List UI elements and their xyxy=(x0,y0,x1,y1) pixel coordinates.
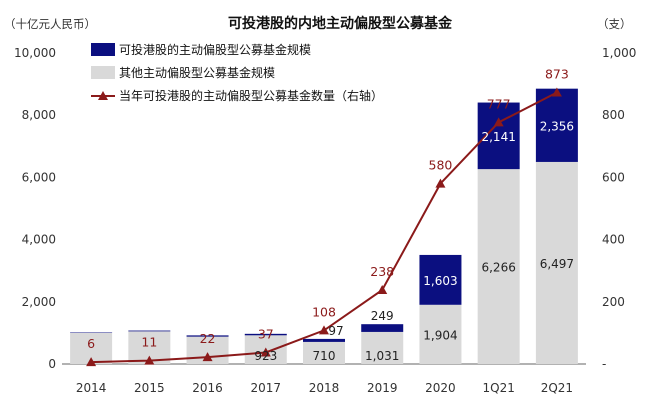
label-count: 238 xyxy=(370,264,394,279)
bar-hk-fund xyxy=(361,324,404,332)
bar-hk-fund xyxy=(244,333,287,336)
bar-hk-fund xyxy=(128,330,171,332)
label-other-fund: 6,266 xyxy=(481,261,515,275)
count-marker xyxy=(435,178,446,188)
count-marker xyxy=(86,357,97,367)
count-line xyxy=(86,87,562,367)
right-tick-label: 600 xyxy=(602,170,625,184)
legend-label-hk-fund: 可投港股的主动偏股型公募基金规模 xyxy=(119,42,311,57)
right-tick-label: - xyxy=(602,357,606,371)
left-tick-label: 10,000 xyxy=(14,46,56,60)
label-hk-fund: 2,141 xyxy=(481,130,515,144)
label-hk-fund: 97 xyxy=(328,324,343,338)
legend-label-count: 当年可投港股的主动偏股型公募基金数量（右轴） xyxy=(119,88,383,103)
bars xyxy=(70,88,578,364)
left-axis-unit: （十亿元人民币） xyxy=(4,17,96,31)
legend-label-other-fund: 其他主动偏股型公募基金规模 xyxy=(119,65,275,80)
bar-hk-fund xyxy=(535,88,578,162)
bar-other-fund xyxy=(477,169,520,364)
axes: 0 2,000 4,000 6,000 8,000 10,000 - 200 400 600 800… xyxy=(14,46,636,395)
label-hk-fund: 1,603 xyxy=(423,274,457,288)
count-marker xyxy=(493,117,504,127)
right-tick-label: 1,000 xyxy=(602,46,636,60)
bar-hk-fund xyxy=(303,338,345,342)
count-marker xyxy=(319,325,329,335)
legend: 可投港股的主动偏股型公募基金规模 其他主动偏股型公募基金规模 当年可投港股的主动… xyxy=(91,42,383,103)
label-count: 777 xyxy=(487,96,511,111)
label-count: 6 xyxy=(87,336,95,351)
left-tick-label: 8,000 xyxy=(22,108,56,122)
count-marker xyxy=(377,284,388,294)
label-count: 37 xyxy=(258,326,274,341)
bar-hk-fund xyxy=(419,254,462,305)
bar-other-fund xyxy=(303,341,345,364)
bar-hk-fund xyxy=(186,335,229,337)
x-tick-label: 2016 xyxy=(192,381,223,395)
count-marker xyxy=(551,87,562,97)
left-tick-label: 0 xyxy=(48,357,56,371)
right-tick-label: 200 xyxy=(602,295,625,309)
x-tick-label: 2017 xyxy=(251,381,282,395)
label-count: 108 xyxy=(312,304,336,319)
right-tick-label: 400 xyxy=(602,233,625,247)
x-tick-label: 2Q21 xyxy=(541,381,573,395)
left-tick-label: 4,000 xyxy=(22,233,56,247)
count-marker xyxy=(144,355,155,365)
label-count: 22 xyxy=(200,331,216,346)
label-hk-fund: 249 xyxy=(371,309,394,323)
right-tick-label: 800 xyxy=(602,108,625,122)
legend-swatch-hk-fund xyxy=(91,43,115,56)
bar-other-fund xyxy=(361,331,404,364)
label-other-fund: 1,031 xyxy=(365,349,399,363)
x-tick-label: 1Q21 xyxy=(482,381,514,395)
label-count: 11 xyxy=(141,335,157,350)
chart-title: 可投港股的内地主动偏股型公募基金 xyxy=(228,15,453,32)
label-hk-fund: 2,356 xyxy=(540,119,574,133)
legend-swatch-other-fund xyxy=(91,66,115,79)
label-count: 873 xyxy=(545,66,569,81)
x-tick-label: 2018 xyxy=(309,381,340,395)
left-tick-label: 6,000 xyxy=(22,170,56,184)
x-tick-label: 2019 xyxy=(367,381,398,395)
left-tick-label: 2,000 xyxy=(22,295,56,309)
count-marker xyxy=(202,352,213,362)
label-other-fund: 6,497 xyxy=(540,257,574,271)
label-count: 580 xyxy=(429,158,453,173)
x-tick-label: 2015 xyxy=(134,381,165,395)
label-other-fund: 923 xyxy=(254,349,277,363)
x-tick-label: 2014 xyxy=(76,381,107,395)
right-axis-unit: （支） xyxy=(597,17,632,31)
label-other-fund: 710 xyxy=(313,349,336,363)
bar-other-fund xyxy=(419,304,462,364)
legend-marker-count xyxy=(98,91,108,100)
x-tick-label: 2020 xyxy=(425,381,456,395)
bar-other-fund xyxy=(535,161,578,364)
count-marker xyxy=(260,347,271,357)
label-other-fund: 1,904 xyxy=(423,328,457,342)
data-labels: 923 710 97 1,031 249 1,904 1,603 6,266 2,141 6,49… xyxy=(87,66,574,363)
